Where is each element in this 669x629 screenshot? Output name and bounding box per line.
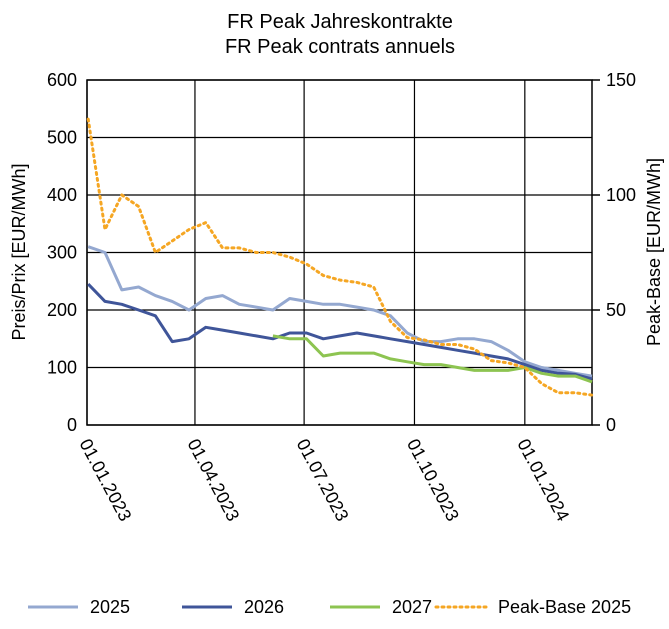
series-line <box>272 334 593 384</box>
legend-label: 2026 <box>244 597 284 617</box>
y-tick-label: 300 <box>47 243 77 263</box>
y-tick-label: 500 <box>47 128 77 148</box>
y2-axis-label: Peak-Base [EUR/MWh] <box>644 158 664 346</box>
y-axis-label: Preis/Prix [EUR/MWh] <box>9 163 29 340</box>
y-tick-label: 0 <box>67 415 77 435</box>
chart-subtitle: FR Peak contrats annuels <box>225 36 455 58</box>
legend-label: 2027 <box>392 597 432 617</box>
x-tick-label: 01.01.2024 <box>513 435 573 524</box>
y2-tick-label: 50 <box>606 300 626 320</box>
x-tick-label: 01.04.2023 <box>183 435 243 524</box>
x-tick-label: 01.10.2023 <box>403 435 463 524</box>
x-tick-label: 01.01.2023 <box>75 435 135 524</box>
y-tick-label: 200 <box>47 300 77 320</box>
series-line <box>87 245 593 378</box>
x-tick-label: 01.07.2023 <box>293 435 353 524</box>
y2-tick-label: 100 <box>606 185 636 205</box>
series-line <box>86 117 594 397</box>
y-tick-label: 600 <box>47 70 77 90</box>
y-tick-label: 400 <box>47 185 77 205</box>
legend-label: 2025 <box>90 597 130 617</box>
legend-label: Peak-Base 2025 <box>498 597 631 617</box>
series-line <box>87 283 593 381</box>
y2-tick-label: 150 <box>606 70 636 90</box>
y2-tick-label: 0 <box>606 415 616 435</box>
plot-frame <box>86 79 593 426</box>
chart-title: FR Peak Jahreskontrakte <box>227 11 453 33</box>
y-tick-label: 100 <box>47 358 77 378</box>
